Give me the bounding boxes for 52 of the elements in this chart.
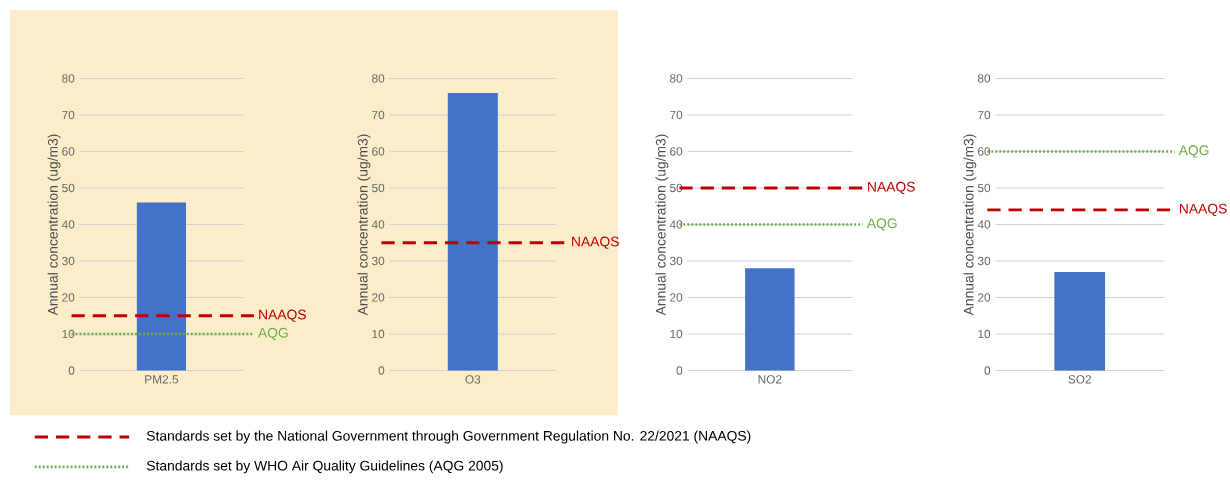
- x-tick-label: SO2: [1068, 375, 1091, 384]
- text: Standards set by WHO Air Quality Guidelines (AQG 2005): [146, 460, 503, 474]
- y-tick-label: 10: [372, 329, 385, 339]
- ref-line-label: NAAQS: [868, 181, 915, 195]
- y-tick-label: 30: [62, 256, 75, 266]
- y-tick-label: 80: [670, 74, 683, 83]
- y-axis-title: Annual concentration (ug/m3): [47, 134, 61, 316]
- y-tick-label: 30: [669, 256, 683, 266]
- y-tick-label: 20: [670, 293, 683, 302]
- y-tick-label: 20: [978, 293, 991, 302]
- ref-line-label: AQG: [257, 327, 288, 341]
- y-tick-label: 10: [670, 329, 683, 339]
- ref-line-label: NAAQS: [1179, 203, 1227, 217]
- y-tick-label: 20: [62, 293, 75, 302]
- y-tick-label: 0: [676, 366, 683, 375]
- y-tick-label: 50: [371, 183, 385, 193]
- y-tick-label: 60: [62, 147, 75, 156]
- ref-line-label: AQG: [866, 218, 897, 231]
- y-tick-label: 80: [372, 74, 385, 83]
- ref-line-label: NAAQS: [572, 236, 619, 249]
- y-axis-title: Annual concentration (ug/m3): [655, 134, 669, 316]
- y-tick-label: 70: [978, 110, 991, 120]
- y-tick-label: 30: [371, 256, 385, 266]
- y-tick-label: 40: [61, 220, 75, 229]
- y-tick-label: 0: [68, 366, 75, 375]
- y-tick-label: 40: [669, 220, 683, 229]
- x-tick-label: PM2.5: [145, 375, 179, 384]
- y-tick-label: 50: [62, 183, 75, 193]
- y-tick-label: 40: [977, 220, 991, 229]
- y-axis-title: Annual concentration (ug/m3): [963, 134, 977, 316]
- text: Standards set by the National Government through Government Regulation No. 22/2021 (NAAQS): [146, 430, 751, 444]
- y-tick-label: 60: [372, 147, 385, 156]
- y-tick-label: 70: [62, 110, 75, 120]
- y-tick-label: 70: [372, 110, 385, 120]
- y-tick-label: 10: [62, 329, 75, 339]
- y-tick-label: 50: [977, 183, 991, 193]
- y-axis-title: Annual concentration (ug/m3): [357, 134, 371, 316]
- y-tick-label: 0: [378, 366, 385, 375]
- y-tick-label: 0: [984, 366, 991, 375]
- ref-line-label: NAAQS: [259, 309, 306, 323]
- y-tick-label: 80: [977, 74, 991, 83]
- y-tick-label: 80: [62, 74, 75, 83]
- y-tick-label: 70: [670, 110, 683, 120]
- ref-line-label: AQG: [1178, 145, 1209, 158]
- x-tick-label: NO2: [758, 375, 782, 384]
- y-tick-label: 40: [371, 220, 385, 229]
- y-tick-label: 60: [978, 147, 991, 156]
- y-tick-label: 10: [978, 329, 991, 339]
- y-tick-label: 60: [670, 147, 683, 156]
- y-tick-label: 20: [372, 293, 385, 302]
- y-tick-label: 30: [977, 256, 991, 266]
- x-tick-label: O3: [465, 375, 481, 384]
